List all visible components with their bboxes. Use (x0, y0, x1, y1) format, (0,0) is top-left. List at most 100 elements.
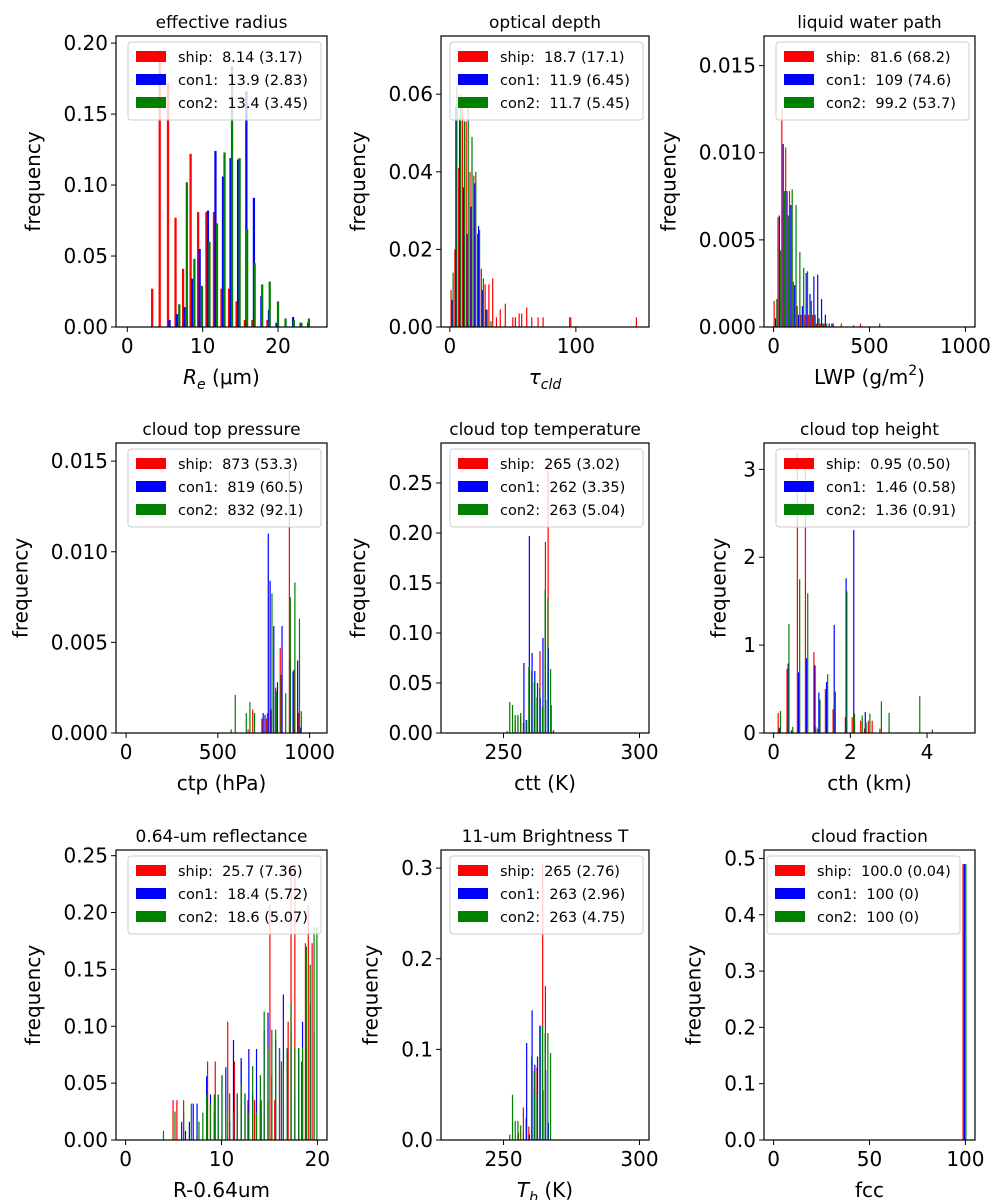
bar-con2 (271, 593, 273, 733)
y-tick-label: 0.015 (51, 449, 108, 473)
y-tick-label: 0.0 (401, 1128, 433, 1152)
bar-ship (233, 1061, 236, 1140)
bar-con1 (523, 663, 525, 733)
bar-con2 (536, 697, 538, 733)
bar-ship (808, 314, 810, 327)
legend: ship: 25.7 (7.36) con1: 18.4 (5.72) con2: … (127, 855, 322, 935)
legend-swatch-con1 (458, 888, 488, 899)
bar-con2 (815, 726, 817, 733)
y-tick-label: 0.000 (51, 721, 108, 745)
bar-con2 (252, 1066, 254, 1140)
bar-ship (247, 729, 249, 733)
bar-ship (521, 313, 523, 327)
bar-con2 (193, 258, 196, 327)
series-con2 (779, 579, 934, 733)
x-tick-label: 100 (557, 334, 595, 358)
bar-ship (206, 1061, 209, 1140)
x-tick-label: 100 (946, 1147, 984, 1171)
series-con1 (451, 105, 487, 327)
y-tick-label: 0.05 (63, 244, 108, 268)
bar-con2 (880, 701, 882, 733)
bar-con1 (805, 272, 807, 327)
bar-con1 (805, 658, 808, 733)
legend-label-ship: ship: 100.0 (0.04) (817, 864, 951, 880)
bar-ship (831, 323, 833, 327)
series-con2 (452, 86, 492, 327)
bar-ship (879, 323, 881, 327)
bar-con2 (292, 319, 295, 327)
y-tick-label: 0 (743, 721, 756, 745)
bar-ship (212, 212, 216, 327)
axes-frame (440, 849, 650, 1141)
bar-ship (243, 319, 246, 327)
bar-con2 (888, 712, 890, 733)
bar-ship (796, 306, 798, 327)
x-tick-label: 0 (767, 740, 780, 764)
subplot-2: 0 100 0.00 0.02 0.04 0.06 optical depth τcld fre… (346, 13, 650, 393)
bar-con2 (185, 182, 188, 327)
bar-con2 (305, 946, 307, 1140)
bar-con1 (820, 299, 823, 327)
series-ship (777, 453, 881, 733)
legend-label-con1: con1: 100 (0) (817, 887, 919, 903)
bar-con2 (509, 702, 511, 733)
bar-con1 (275, 322, 278, 327)
bar-con1 (297, 660, 299, 733)
y-tick-label: 0.15 (388, 571, 433, 595)
bar-con2 (245, 713, 247, 733)
bar-ship (804, 314, 806, 327)
bar-con1 (252, 197, 256, 327)
bar-ship (469, 171, 471, 327)
legend-box (775, 41, 970, 121)
bar-con2 (819, 699, 821, 733)
legend-label-con1: con1: 262 (3.35) (500, 480, 625, 496)
subplot-1: 0 10 20 0.00 0.05 0.10 0.15 0.20 effective radiu… (21, 13, 328, 393)
bar-con2 (528, 667, 530, 733)
bar-ship (522, 1107, 524, 1140)
y-tick-label: 0.00 (388, 721, 433, 745)
bar-con1 (269, 580, 271, 733)
legend: ship: 100.0 (0.04) con1: 100 (0) con2: 100… (766, 855, 961, 935)
legend-swatch-con1 (784, 481, 814, 492)
bar-con1 (229, 158, 232, 327)
bar-ship (197, 212, 200, 327)
bar-con1 (814, 665, 816, 733)
bar-con2 (290, 1002, 292, 1140)
legend-label-ship: ship: 873 (53.3) (178, 457, 298, 473)
bar-con2 (276, 301, 280, 327)
legend: ship: 18.7 (17.1) con1: 11.9 (6.45) con2: … (449, 41, 644, 121)
legend-swatch-con1 (784, 74, 814, 85)
x-tick-label: 2 (844, 740, 857, 764)
bar-ship (788, 191, 791, 327)
x-axis-label: R-0.64um (173, 1178, 270, 1200)
bar-ship (514, 317, 516, 327)
legend-swatch-con1 (136, 888, 166, 899)
y-axis-label: frequency (9, 538, 33, 638)
bar-ship (785, 147, 787, 327)
y-tick-label: 3 (743, 457, 756, 481)
bar-ship (458, 167, 460, 327)
legend-label-con2: con2: 1.36 (0.91) (826, 503, 956, 519)
bar-ship (528, 1126, 530, 1140)
legend-swatch-con2 (784, 97, 814, 108)
bar-con2 (799, 579, 801, 733)
bar-ship (531, 317, 533, 327)
bar-con1 (470, 206, 472, 327)
x-tick-label: 500 (850, 334, 888, 358)
bar-con1 (864, 711, 866, 733)
bar-con2 (300, 322, 303, 327)
legend: ship: 81.6 (68.2) con1: 109 (74.6) con2: 9… (775, 41, 970, 121)
legend-swatch-con2 (136, 97, 166, 108)
bar-con2 (478, 230, 481, 327)
bar-con1 (168, 319, 171, 327)
bar-con2 (463, 121, 466, 327)
bar-ship (300, 1061, 303, 1140)
subplot-title: 0.64-um reflectance (136, 827, 308, 847)
bar-con2 (807, 593, 809, 733)
y-tick-label: 0.04 (388, 160, 433, 184)
subplot-title: 11-um Brightness T (462, 827, 629, 847)
bar-con1 (255, 1049, 258, 1140)
bar-ship (781, 109, 783, 327)
bar-con1 (262, 713, 264, 733)
bar-ship (461, 105, 464, 327)
